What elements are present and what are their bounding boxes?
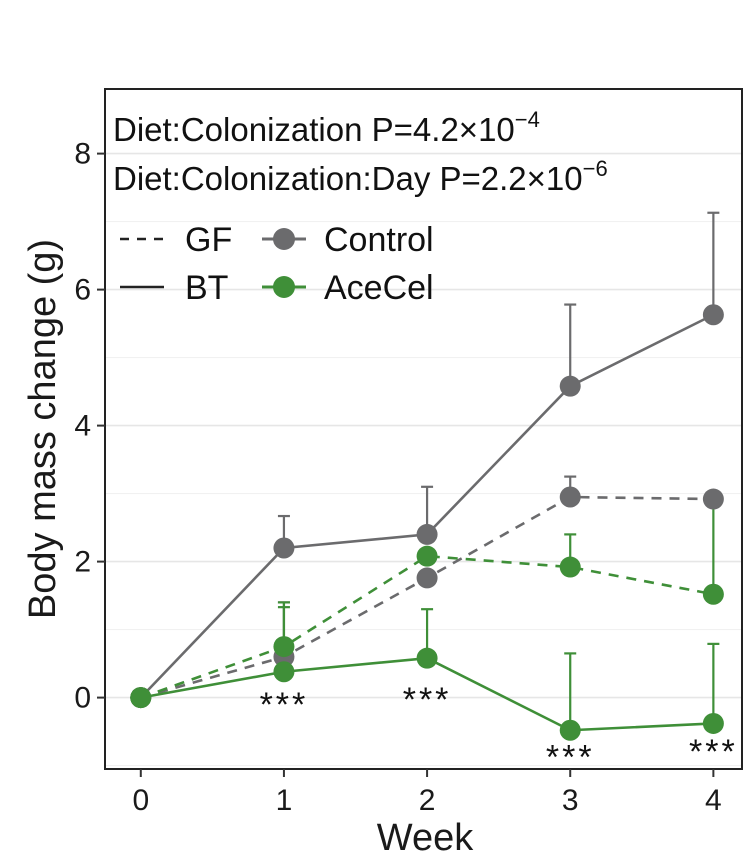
y-tick-label: 0 <box>74 682 91 715</box>
y-tick-label: 2 <box>74 546 91 579</box>
legend-control-marker <box>273 228 295 250</box>
annotation-line-1: Diet:Colonization P=4.2×10−4 <box>113 107 540 148</box>
significance-stars: *** <box>546 738 595 776</box>
bt-acecel-point <box>416 647 438 669</box>
gf-control-point <box>416 567 438 589</box>
x-tick-label: 0 <box>132 784 149 817</box>
gf-acecel-point <box>416 545 438 567</box>
bt-control-point <box>559 375 581 397</box>
bt-acecel-point <box>559 719 581 741</box>
legend-label-gf: GF <box>185 221 232 259</box>
x-axis-title: Week <box>377 817 474 859</box>
bt-control-point <box>273 537 295 559</box>
bt-control-point <box>416 523 438 545</box>
bt-acecel-point <box>702 712 724 734</box>
plot-border <box>104 88 743 770</box>
grid-layer <box>105 152 742 767</box>
point-layer <box>130 304 724 741</box>
significance-layer: *** *** *** *** <box>260 681 738 776</box>
x-tick-label: 3 <box>562 784 579 817</box>
gf-acecel-line <box>140 554 714 699</box>
bt-acecel-point <box>130 687 152 709</box>
annotation-line-2: Diet:Colonization:Day P=2.2×10−6 <box>113 156 608 197</box>
legend-label-acecel: AceCel <box>324 269 434 307</box>
significance-stars: *** <box>260 686 309 724</box>
y-tick-label: 8 <box>74 138 91 171</box>
bt-control-point <box>702 304 724 326</box>
y-tick-label: 6 <box>74 274 91 307</box>
x-tick-label: 1 <box>276 784 293 817</box>
x-tick-label: 4 <box>705 784 722 817</box>
errorbar-layer <box>277 211 720 731</box>
bt-acecel-point <box>273 661 295 683</box>
legend-label-bt: BT <box>185 269 228 307</box>
gf-control-point <box>559 486 581 508</box>
gf-acecel-point <box>273 636 295 658</box>
gf-acecel-point <box>702 583 724 605</box>
gf-control-point <box>702 488 724 510</box>
y-axis-title: Body mass change (g) <box>22 239 64 619</box>
x-tick-label: 2 <box>419 784 436 817</box>
significance-stars: *** <box>689 733 738 771</box>
gf-acecel-point <box>559 556 581 578</box>
tick-layer: 0 2 4 6 8 0 1 2 3 4 <box>74 138 721 817</box>
legend-label-control: Control <box>324 221 434 259</box>
y-tick-label: 4 <box>74 410 91 443</box>
legend-acecel-marker <box>273 276 295 298</box>
significance-stars: *** <box>403 681 452 719</box>
legend: GF BT Control AceCel <box>120 221 434 307</box>
